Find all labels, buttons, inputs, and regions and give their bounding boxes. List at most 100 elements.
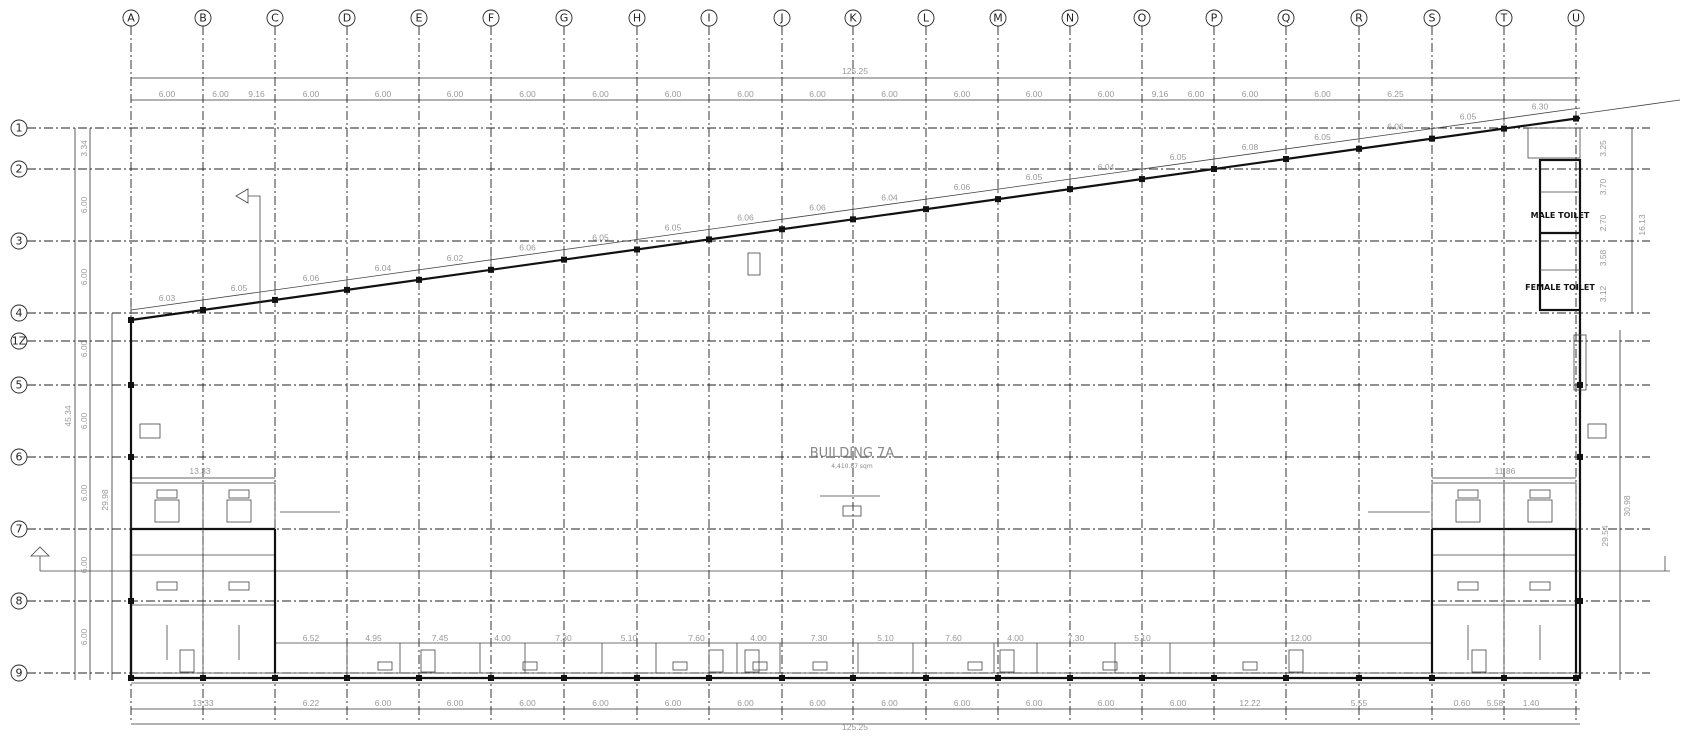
sloped-extension (1579, 99, 1681, 115)
slope-bay-dimension: 6.06 (737, 212, 754, 222)
wall-panel (1587, 423, 1607, 439)
grid-bubble-k (844, 9, 862, 27)
bottom-bay-dimension: 6.00 (1026, 698, 1043, 708)
grid-bubble-row-5 (10, 376, 28, 394)
top-bay-dimension: 6.00 (1098, 89, 1115, 99)
top-bay-dimension: 6.00 (809, 89, 826, 99)
column-slope-i (706, 236, 712, 243)
grid-bubble-label: 9 (16, 667, 23, 680)
toilet-vestibule (1527, 127, 1581, 159)
front-bay-dimension: 5.10 (877, 633, 894, 643)
slope-bay-dimension: 6.04 (375, 263, 392, 273)
column-front-p (1211, 675, 1217, 681)
right-row-dimension: 3.70 (1598, 178, 1608, 195)
top-bay-dimension: 6.00 (303, 89, 320, 99)
slope-bay-dimension: 6.08 (1242, 142, 1259, 152)
grid-bubble-row-4 (10, 304, 28, 322)
bottom-bay-dimension: 6.00 (375, 698, 392, 708)
door-symbol (522, 661, 538, 671)
column-front-j (779, 675, 785, 681)
top-bay-dimension: 6.00 (519, 89, 536, 99)
column-slope-c (272, 296, 278, 303)
column-slope-q (1283, 155, 1289, 162)
front-bay-dimension: 7.45 (432, 633, 449, 643)
grid-bubble-label: 7 (16, 523, 23, 536)
column-slope-p (1211, 166, 1217, 173)
column-slope-o (1139, 176, 1145, 183)
column-right-edge (1577, 454, 1583, 460)
column-slope-n (1067, 186, 1073, 193)
top-bay-dimension: 6.00 (592, 89, 609, 99)
door-symbol (377, 661, 393, 671)
column-front-q (1283, 675, 1289, 681)
column-front-c (272, 675, 278, 681)
column-front-m (995, 675, 1001, 681)
section-marker-arrow (30, 546, 50, 557)
grid-bubble-label: 1Z (12, 335, 27, 348)
equipment (154, 499, 180, 523)
right-lower-dimension: 29.54 (1600, 525, 1610, 547)
column-front-g (561, 675, 567, 681)
floor-panel (747, 252, 761, 276)
grid-bubble-row-8 (10, 592, 28, 610)
overall-bottom-dimension: 125.25 (842, 722, 868, 732)
left-row-dimension: 6.00 (79, 268, 89, 285)
sign-box (156, 581, 178, 591)
column-slope-g (561, 256, 567, 263)
column-left-edge (128, 598, 134, 604)
grid-bubble-t (1495, 9, 1513, 27)
electrical-panel (1471, 649, 1487, 673)
sign-box (1457, 581, 1479, 591)
left-row-dimension: 6.00 (79, 412, 89, 429)
front-bay-dimension: 4.00 (1007, 633, 1024, 643)
door-symbol (672, 661, 688, 671)
grid-bubble-label: 5 (16, 379, 23, 392)
grid-bubble-u (1567, 9, 1585, 27)
left-row-dimension: 6.00 (79, 196, 89, 213)
right-partial-dimension: 30.98 (1622, 495, 1632, 517)
top-bay-dimension: 6.00 (1314, 89, 1331, 99)
left-row-dimension: 3.34 (79, 140, 89, 157)
slope-bay-dimension: 6.05 (1170, 152, 1187, 162)
column-front-b (200, 675, 206, 681)
column-right-edge (1577, 598, 1583, 604)
top-bay-dimension: 6.25 (1387, 89, 1404, 99)
column-slope-j (779, 226, 785, 233)
grid-bubble-j (773, 9, 791, 27)
grid-bubble-label: K (849, 12, 857, 25)
column-front-u (1573, 675, 1579, 681)
grid-bubble-label: 6 (16, 451, 23, 464)
bottom-bay-dimension: 5.55 (1351, 698, 1368, 708)
right-row-dimension: 3.12 (1598, 285, 1608, 302)
front-bay-dimension: 7.30 (555, 633, 572, 643)
grid-bubble-label: O (1138, 12, 1147, 25)
slope-bay-dimension: 6.05 (665, 222, 682, 232)
slope-bay-dimension: 6.06 (809, 202, 826, 212)
left-partial-dimension: 29.98 (100, 489, 110, 511)
grid-bubble-o (1133, 9, 1151, 27)
bottom-bay-dimension: 6.00 (665, 698, 682, 708)
left-row-dimension: 6.00 (79, 628, 89, 645)
equipment (1457, 489, 1479, 499)
bottom-bay-dimension: 6.00 (447, 698, 464, 708)
electrical-panel (999, 649, 1015, 673)
right-overall-dimension: 16.13 (1637, 214, 1647, 236)
grid-bubble-row-3 (10, 232, 28, 250)
front-bay-dimension: 7.30 (1068, 633, 1085, 643)
grid-bubble-label: C (271, 12, 279, 25)
equipment (228, 489, 250, 499)
slope-bay-dimension: 6.04 (1098, 162, 1115, 172)
grid-bubble-label: J (779, 12, 783, 25)
overall-top-dimension: 125.25 (842, 66, 868, 76)
bottom-bay-dimension: 1.40 (1523, 698, 1540, 708)
column-front-a (128, 675, 134, 681)
bottom-bay-dimension: 0.60 (1454, 698, 1471, 708)
right-row-dimension: 2.70 (1598, 214, 1608, 231)
column-front-i (706, 675, 712, 681)
grid-bubble-d (338, 9, 356, 27)
wall-panel (139, 423, 161, 439)
slope-bay-dimension: 6.06 (954, 182, 971, 192)
equipment (1529, 489, 1551, 499)
bottom-bay-dimension: 6.00 (881, 698, 898, 708)
